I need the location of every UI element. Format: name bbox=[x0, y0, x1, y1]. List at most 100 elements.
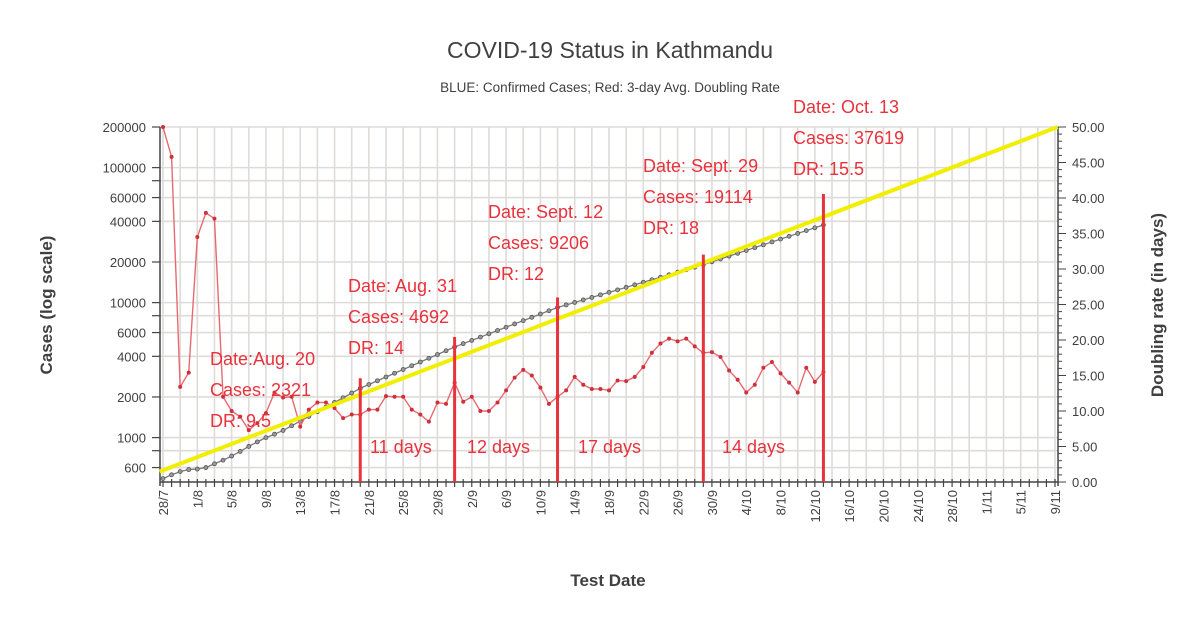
y2-tick-label: 25.00 bbox=[1072, 298, 1105, 313]
doubling-rate-point bbox=[512, 375, 517, 380]
x-tick-label: 5/8 bbox=[225, 490, 240, 508]
y-tick-label: 6000 bbox=[117, 326, 146, 341]
doubling-rate-point bbox=[761, 365, 766, 370]
trend-line bbox=[158, 125, 1059, 474]
annotation-text: Date: Sept. 29 bbox=[643, 156, 758, 176]
annotation-text: DR: 15.5 bbox=[793, 159, 864, 179]
cases-point bbox=[400, 367, 406, 372]
x-tick-label: 14/9 bbox=[568, 490, 583, 515]
cases-point bbox=[169, 472, 174, 478]
x-tick-label: 6/9 bbox=[499, 490, 514, 508]
cases-point bbox=[812, 225, 818, 231]
cases-point bbox=[383, 374, 389, 380]
doubling-rate-point bbox=[375, 407, 380, 412]
doubling-rate-point bbox=[306, 407, 311, 412]
doubling-rate-point bbox=[315, 400, 320, 405]
annotation-text: Cases: 2321 bbox=[210, 380, 311, 400]
doubling-rate-point bbox=[281, 395, 286, 400]
x-tick-label: 13/8 bbox=[293, 490, 308, 515]
annotation-text: DR: 18 bbox=[643, 218, 699, 238]
doubling-rate-point bbox=[238, 414, 243, 419]
cases-point bbox=[589, 294, 595, 300]
y-tick-label: 10000 bbox=[110, 296, 146, 311]
doubling-rate-point bbox=[221, 394, 226, 399]
y2-tick-label: 20.00 bbox=[1072, 333, 1105, 348]
x-tick-label: 17/8 bbox=[328, 490, 343, 515]
x-tick-label: 18/9 bbox=[602, 490, 617, 515]
cases-point bbox=[246, 444, 252, 449]
y2-tick-label: 30.00 bbox=[1072, 262, 1105, 277]
doubling-rate-point bbox=[692, 344, 697, 349]
cases-point bbox=[409, 363, 415, 369]
cases-point bbox=[375, 378, 380, 384]
doubling-rate-point bbox=[641, 364, 646, 369]
y-tick-label: 20000 bbox=[110, 255, 146, 270]
doubling-rate-point bbox=[607, 388, 611, 393]
doubling-rate-point bbox=[675, 339, 680, 344]
x-tick-label: 20/10 bbox=[876, 490, 891, 523]
doubling-rate-point bbox=[212, 216, 217, 221]
annotations: Date:Aug. 20 Cases: 2321 DR: 9.5 Date: Aug.… bbox=[210, 97, 904, 482]
doubling-rate-point bbox=[229, 409, 234, 413]
x-tick-label: 5/11 bbox=[1014, 490, 1029, 514]
doubling-rate-point bbox=[195, 235, 200, 240]
cases-point bbox=[803, 228, 809, 233]
y-tick-label: 40000 bbox=[110, 214, 146, 229]
doubling-rate-point bbox=[709, 350, 714, 355]
cases-point bbox=[632, 282, 638, 288]
cases-point bbox=[606, 289, 612, 295]
y-tick-label: 2000 bbox=[117, 390, 146, 405]
x-tick-label: 2/9 bbox=[465, 490, 480, 508]
doubling-rate-point bbox=[203, 210, 208, 215]
doubling-rate-point bbox=[298, 424, 303, 429]
doubling-rate-point bbox=[495, 400, 500, 405]
cases-point bbox=[760, 242, 766, 248]
cases-point bbox=[272, 431, 277, 437]
chart-title: COVID-19 Status in Kathmandu bbox=[447, 37, 773, 63]
doubling-rate-point bbox=[649, 350, 654, 355]
cases-point bbox=[520, 318, 526, 324]
doubling-rate-point bbox=[787, 380, 792, 385]
cases-point bbox=[212, 461, 217, 467]
cases-point bbox=[280, 428, 286, 433]
annotation-text: Date: Aug. 31 bbox=[348, 276, 457, 296]
annotation-text: Date: Sept. 12 bbox=[488, 202, 603, 222]
doubling-rate-point bbox=[727, 368, 732, 373]
doubling-rate-point bbox=[332, 406, 337, 411]
cases-point bbox=[537, 311, 543, 317]
doubling-rate-point bbox=[572, 374, 577, 379]
y2-tick-label: 40.00 bbox=[1072, 191, 1105, 206]
doubling-rate-point bbox=[392, 394, 397, 399]
cases-point bbox=[495, 328, 500, 333]
doubling-rate-point bbox=[564, 388, 569, 393]
doubling-rate-point bbox=[581, 382, 586, 387]
doubling-rate-point bbox=[546, 401, 551, 406]
x-tick-label: 1/11 bbox=[979, 490, 994, 514]
cases-point bbox=[237, 449, 243, 454]
cases-point bbox=[769, 239, 775, 245]
doubling-rate-point bbox=[486, 409, 491, 413]
x-tick-label: 16/10 bbox=[842, 490, 857, 523]
cases-point bbox=[203, 465, 209, 470]
cases-point bbox=[229, 453, 235, 459]
annotation-text: DR: 14 bbox=[348, 338, 404, 358]
x-tick-label: 21/8 bbox=[362, 490, 377, 515]
doubling-rate-point bbox=[752, 382, 757, 387]
doubling-rate-point bbox=[178, 384, 183, 389]
cases-point bbox=[503, 324, 509, 330]
y2-axis-label: Doubling rate (in days) bbox=[1148, 213, 1167, 397]
doubling-rate-point bbox=[812, 379, 817, 384]
doubling-rate-point bbox=[795, 390, 800, 395]
y-tick-label: 600 bbox=[124, 461, 146, 476]
doubling-rate-point bbox=[341, 416, 346, 421]
y2-tick-label: 50.00 bbox=[1072, 120, 1105, 135]
x-tick-label: 30/9 bbox=[705, 490, 720, 515]
cases-point bbox=[160, 476, 166, 482]
x-tick-label: 4/10 bbox=[739, 490, 754, 515]
doubling-rate-point bbox=[272, 390, 277, 395]
cases-point bbox=[349, 390, 355, 396]
doubling-rate-point bbox=[624, 379, 629, 384]
doubling-rate-point bbox=[435, 400, 440, 405]
cases-point bbox=[220, 457, 226, 463]
